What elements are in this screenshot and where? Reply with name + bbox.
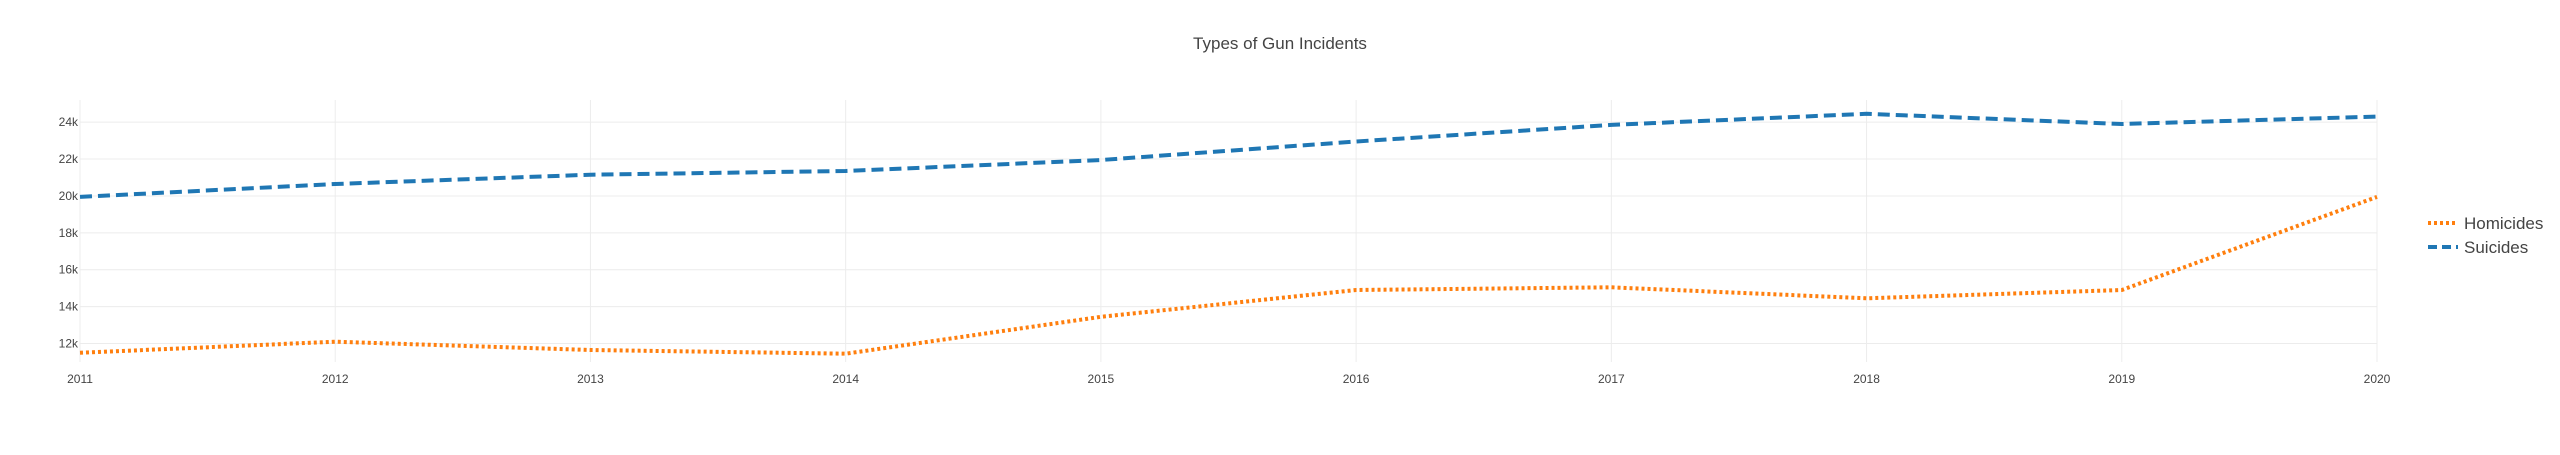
- x-tick-label: 2015: [1088, 372, 1115, 386]
- y-tick-label: 12k: [59, 337, 79, 351]
- x-tick-label: 2017: [1598, 372, 1625, 386]
- x-axis-ticks: 2011 2012 2013 2014 2015 2016 2017 2018 2019 2020: [67, 372, 2391, 386]
- legend[interactable]: Homicides Suicides: [2428, 214, 2543, 257]
- series-line-suicides: [79, 111, 2378, 199]
- y-tick-label: 24k: [59, 115, 79, 129]
- x-tick-label: 2013: [577, 372, 604, 386]
- series-lines: [79, 111, 2378, 356]
- y-tick-label: 18k: [59, 226, 79, 240]
- legend-label: Suicides: [2464, 238, 2528, 257]
- x-tick-label: 2014: [832, 372, 859, 386]
- chart-title: Types of Gun Incidents: [1193, 34, 1367, 53]
- x-tick-label: 2012: [322, 372, 349, 386]
- x-tick-label: 2011: [67, 372, 93, 386]
- x-tick-label: 2019: [2108, 372, 2135, 386]
- legend-label: Homicides: [2464, 214, 2543, 233]
- x-tick-label: 2016: [1343, 372, 1370, 386]
- legend-item-suicides[interactable]: Suicides: [2428, 238, 2528, 257]
- y-tick-label: 22k: [59, 152, 79, 166]
- legend-item-homicides[interactable]: Homicides: [2428, 214, 2543, 233]
- series-line-homicides: [79, 195, 2378, 356]
- x-tick-label: 2020: [2364, 372, 2391, 386]
- y-tick-label: 14k: [59, 300, 79, 314]
- grid-lines: [79, 100, 2378, 362]
- y-tick-label: 20k: [59, 189, 79, 203]
- y-axis-ticks: 12k 14k 16k 18k 20k 22k 24k: [59, 115, 79, 350]
- y-tick-label: 16k: [59, 263, 79, 277]
- x-tick-label: 2018: [1853, 372, 1880, 386]
